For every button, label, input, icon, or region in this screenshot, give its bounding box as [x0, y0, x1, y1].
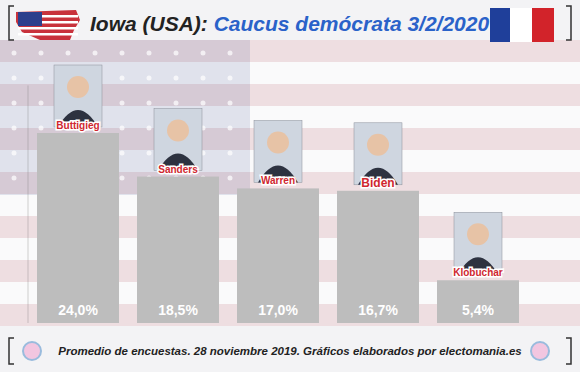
flag-star — [12, 151, 17, 156]
flag-star — [12, 51, 17, 56]
flag-star — [93, 51, 98, 56]
flag-star — [120, 101, 125, 106]
portrait-head — [367, 134, 389, 156]
portrait — [54, 65, 102, 127]
background — [0, 0, 580, 372]
portrait-bg — [454, 212, 502, 274]
bar — [337, 191, 419, 323]
bar — [37, 133, 119, 323]
flag-star — [120, 76, 125, 81]
data-label: 16,7% — [358, 302, 398, 318]
bracket — [566, 6, 571, 40]
page-bg — [0, 0, 580, 372]
flag-canton-icon — [18, 12, 42, 26]
flag-star — [147, 76, 152, 81]
flag-star — [174, 76, 179, 81]
flag-star — [147, 126, 152, 131]
flag-star — [120, 176, 125, 181]
flag-star — [228, 76, 233, 81]
flag-star — [39, 51, 44, 56]
portrait-bg — [54, 65, 102, 127]
iowa-white — [510, 8, 532, 42]
iowa-blue — [490, 8, 510, 42]
data-label: 17,0% — [258, 302, 298, 318]
portrait — [454, 212, 502, 274]
header: Iowa (USA): Caucus demócrata 3/2/2020 — [9, 6, 571, 42]
flag-star — [228, 101, 233, 106]
title-part: Caucus demócrata 3/2/2020 — [208, 12, 490, 35]
flag-star — [12, 126, 17, 131]
labels: Buttigieg 24,0% Sanders 18,5% Warren 17,0% Bid… — [54, 65, 503, 318]
chart-canvas: Iowa (USA): Caucus demócrata 3/2/2020 But… — [0, 0, 580, 372]
flag-star — [120, 151, 125, 156]
category-label: Klobuchar — [453, 267, 503, 278]
category-label: Biden — [361, 176, 394, 190]
portrait-bg — [154, 109, 202, 171]
flag-star — [174, 101, 179, 106]
flag-star — [201, 76, 206, 81]
flag-star — [39, 76, 44, 81]
flag-star — [228, 126, 233, 131]
footer-text: Promedio de encuestas. 28 noviembre 2019… — [58, 345, 521, 357]
flag-stripe-icon — [18, 27, 78, 30]
category-label: Sanders — [158, 164, 198, 175]
bracket — [566, 338, 571, 364]
portrait-head — [467, 223, 489, 245]
flag-star — [12, 76, 17, 81]
bracket — [9, 338, 14, 364]
bar — [437, 280, 519, 323]
data-label: 5,4% — [462, 302, 494, 318]
flag-star — [12, 101, 17, 106]
flag-star — [120, 51, 125, 56]
portrait-head — [267, 131, 289, 153]
portrait-bg — [254, 120, 302, 182]
flag-star — [201, 101, 206, 106]
portrait — [154, 109, 202, 171]
flag-star — [228, 51, 233, 56]
portrait — [254, 120, 302, 182]
portrait-head — [167, 120, 189, 142]
flag-shape — [16, 10, 80, 40]
flag-star — [228, 176, 233, 181]
flag-star — [228, 151, 233, 156]
category-label: Warren — [261, 175, 295, 186]
title: Iowa (USA): Caucus demócrata 3/2/2020 — [90, 12, 489, 35]
title-part: Iowa (USA): — [90, 12, 208, 35]
bar — [137, 177, 219, 323]
flag-stripe-icon — [18, 33, 78, 36]
iowa-red — [532, 8, 554, 42]
flag-star — [147, 151, 152, 156]
flag-star — [120, 126, 125, 131]
flag-star — [201, 51, 206, 56]
flag-star — [39, 126, 44, 131]
footer: Promedio de encuestas. 28 noviembre 2019… — [9, 338, 571, 364]
logo — [23, 342, 41, 360]
flag-star — [12, 176, 17, 181]
data-label: 18,5% — [158, 302, 198, 318]
us-flag-icon — [16, 10, 80, 40]
bar — [237, 188, 319, 323]
logo — [531, 342, 549, 360]
flag-star — [174, 51, 179, 56]
flag-star — [66, 51, 71, 56]
value-axis-line — [28, 86, 29, 324]
flag-star — [147, 51, 152, 56]
portrait-head — [67, 76, 89, 98]
flag-star — [147, 101, 152, 106]
data-label: 24,0% — [58, 302, 98, 318]
flag-star — [39, 101, 44, 106]
page: {"chart_data": {"type": "bar", "title": … — [0, 0, 580, 372]
category-label: Buttigieg — [56, 120, 99, 131]
iowa-flag-icon — [490, 8, 554, 42]
bracket — [9, 6, 14, 40]
